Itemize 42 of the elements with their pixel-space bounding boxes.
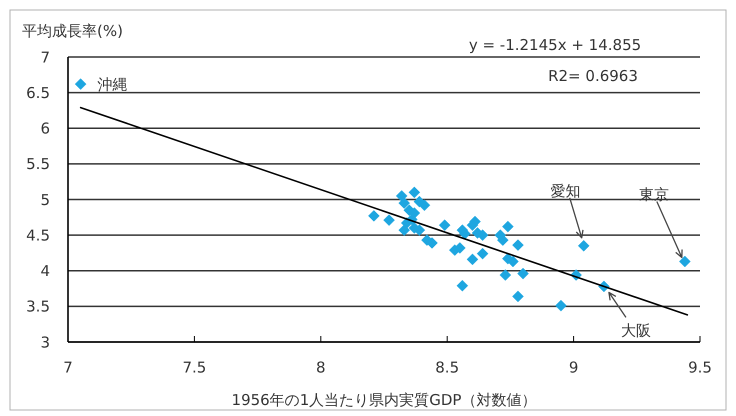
point — [396, 190, 408, 202]
point — [500, 269, 512, 281]
point — [74, 78, 86, 90]
y-tick-label: 3.5 — [26, 298, 50, 316]
x-tick-label: 8.5 — [435, 358, 460, 377]
x-axis-title: 1956年の1人当たり県内実質GDP（対数値） — [232, 391, 536, 409]
x-tick-label: 9.5 — [688, 358, 712, 377]
point — [456, 280, 468, 292]
text: y = -1.2145x + 14.855 — [468, 36, 642, 54]
y-tick-label: 6 — [40, 120, 50, 138]
y-tick-label: 3 — [40, 333, 50, 352]
x-tick-label: 8 — [316, 358, 326, 377]
point — [578, 240, 590, 252]
point — [517, 268, 529, 280]
annotation: 沖縄 — [98, 75, 128, 94]
point — [418, 199, 430, 211]
y-tick-label: 4.5 — [26, 226, 50, 244]
y-tick-label: 5.5 — [26, 155, 50, 174]
point — [466, 254, 478, 266]
point — [502, 220, 514, 232]
point — [512, 239, 524, 251]
point — [383, 214, 395, 226]
y-tick-label: 7 — [40, 48, 50, 66]
point — [398, 224, 410, 236]
point — [555, 300, 567, 312]
x-tick-label: 7.5 — [182, 358, 206, 377]
y-axis-title: 平均成長率(%) — [22, 22, 123, 40]
annotation: 愛知 — [550, 182, 581, 200]
point — [438, 219, 450, 231]
point — [679, 256, 691, 268]
y-tick-label: 6.5 — [26, 84, 50, 102]
annotation: 大阪 — [620, 322, 651, 340]
x-tick-label: 9 — [568, 358, 578, 377]
point — [368, 210, 380, 222]
point — [408, 186, 420, 198]
point — [476, 248, 488, 260]
x-tick-label: 7 — [63, 358, 73, 377]
y-tick-label: 4 — [40, 262, 50, 280]
point — [512, 290, 524, 302]
point — [398, 197, 410, 209]
y-tick-label: 5 — [40, 190, 50, 209]
annotation: R2= 0.6963 — [548, 67, 638, 85]
